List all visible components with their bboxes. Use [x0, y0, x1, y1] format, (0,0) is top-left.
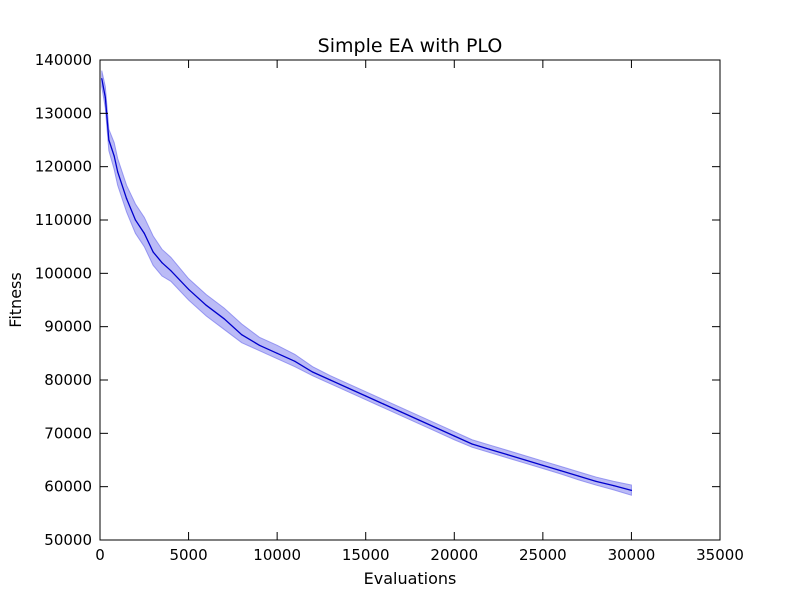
data-point — [329, 379, 331, 381]
x-tick-label: 20000 — [430, 546, 478, 564]
data-point — [258, 344, 261, 346]
chart-title: Simple EA with PLO — [318, 35, 503, 57]
y-tick-label: 80000 — [44, 371, 92, 389]
data-point — [152, 251, 154, 253]
y-tick-label: 120000 — [35, 158, 92, 176]
y-tick-label: 100000 — [35, 264, 92, 282]
x-tick-label: 0 — [95, 546, 105, 564]
x-tick-label: 15000 — [342, 546, 390, 564]
data-point — [134, 219, 137, 221]
y-tick-label: 140000 — [35, 51, 92, 69]
data-point — [143, 232, 145, 234]
data-point — [187, 288, 190, 290]
data-point — [382, 403, 385, 405]
y-tick-label: 50000 — [44, 531, 92, 549]
data-point — [630, 489, 633, 491]
data-point — [489, 448, 491, 450]
plot-area-frame — [99, 59, 721, 541]
data-point — [559, 470, 562, 472]
data-point — [170, 270, 172, 272]
y-tick-label: 60000 — [44, 478, 92, 496]
x-tick-label: 10000 — [253, 546, 301, 564]
y-tick-label: 110000 — [35, 211, 92, 229]
data-point — [125, 198, 128, 200]
data-point — [577, 475, 579, 477]
data-point — [223, 318, 225, 320]
y-tick-label: 130000 — [35, 104, 92, 122]
data-point — [101, 78, 103, 80]
data-point — [542, 464, 544, 466]
data-point — [471, 443, 473, 445]
data-point — [117, 171, 119, 173]
data-point — [347, 387, 349, 389]
data-point — [506, 454, 509, 456]
data-point — [113, 155, 115, 157]
data-point — [524, 459, 526, 461]
data-point — [104, 96, 106, 98]
data-point — [435, 427, 438, 429]
x-tick-label: 5000 — [169, 546, 207, 564]
x-tick-label: 35000 — [696, 546, 744, 564]
y-tick-label: 90000 — [44, 318, 92, 336]
data-point — [161, 262, 163, 264]
data-point — [205, 304, 207, 306]
x-axis-label: Evaluations — [364, 569, 457, 588]
x-tick-label: 25000 — [519, 546, 567, 564]
data-point — [108, 139, 110, 141]
data-point — [365, 395, 367, 397]
data-point — [241, 334, 243, 336]
data-point — [453, 435, 455, 437]
data-point — [276, 352, 278, 354]
data-point — [311, 371, 314, 373]
data-point — [613, 485, 615, 487]
data-point — [595, 480, 597, 482]
data-point — [294, 360, 296, 362]
data-point — [400, 411, 402, 413]
x-tick-label: 30000 — [608, 546, 656, 564]
y-axis-label: Fitness — [6, 272, 25, 327]
data-point — [418, 419, 420, 421]
confidence-band — [101, 70, 632, 496]
y-tick-label: 70000 — [44, 424, 92, 442]
